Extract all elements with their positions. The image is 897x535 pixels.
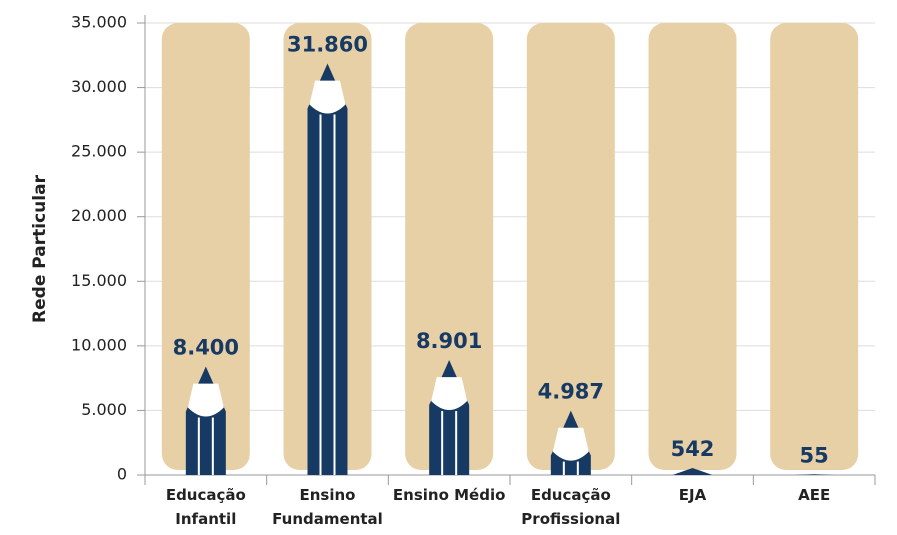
y-axis-label: Rede Particular xyxy=(30,174,50,323)
x-tick-label: Educação Profissional xyxy=(521,486,621,528)
value-label: 4.987 xyxy=(538,380,604,404)
x-tick-label: AEE xyxy=(798,486,831,504)
value-label: 31.860 xyxy=(287,33,368,57)
column-background xyxy=(526,23,615,470)
x-tick-label: Ensino Médio xyxy=(392,486,506,504)
y-tick-label: 35.000 xyxy=(71,13,127,32)
pencil-bar xyxy=(794,474,835,475)
column-background xyxy=(770,23,859,470)
value-label: 8.400 xyxy=(173,336,239,360)
value-label: 8.901 xyxy=(416,329,482,353)
pencil-wood xyxy=(309,80,346,114)
y-tick-label: 25.000 xyxy=(71,142,127,161)
column-background xyxy=(648,23,737,470)
y-tick-label: 0 xyxy=(117,465,127,484)
y-tick-label: 10.000 xyxy=(71,335,127,354)
x-tick-label: Ensino Fundamental xyxy=(272,486,383,528)
column-background xyxy=(405,23,494,470)
pencil-wood xyxy=(187,383,224,417)
y-tick-label: 30.000 xyxy=(71,77,127,96)
value-label: 542 xyxy=(671,437,715,461)
pencil-wood xyxy=(552,427,589,461)
x-tick-label: Educação Infantil xyxy=(165,486,246,528)
value-label: 55 xyxy=(800,443,829,467)
y-tick-label: 20.000 xyxy=(71,206,127,225)
pencil-bar xyxy=(307,63,348,476)
y-tick-label: 15.000 xyxy=(71,271,127,290)
column-background xyxy=(161,23,250,470)
pencil-bar xyxy=(672,468,713,475)
pencil-wood xyxy=(431,377,468,411)
y-tick-label: 5.000 xyxy=(81,400,127,419)
x-tick-label: EJA xyxy=(678,486,707,504)
